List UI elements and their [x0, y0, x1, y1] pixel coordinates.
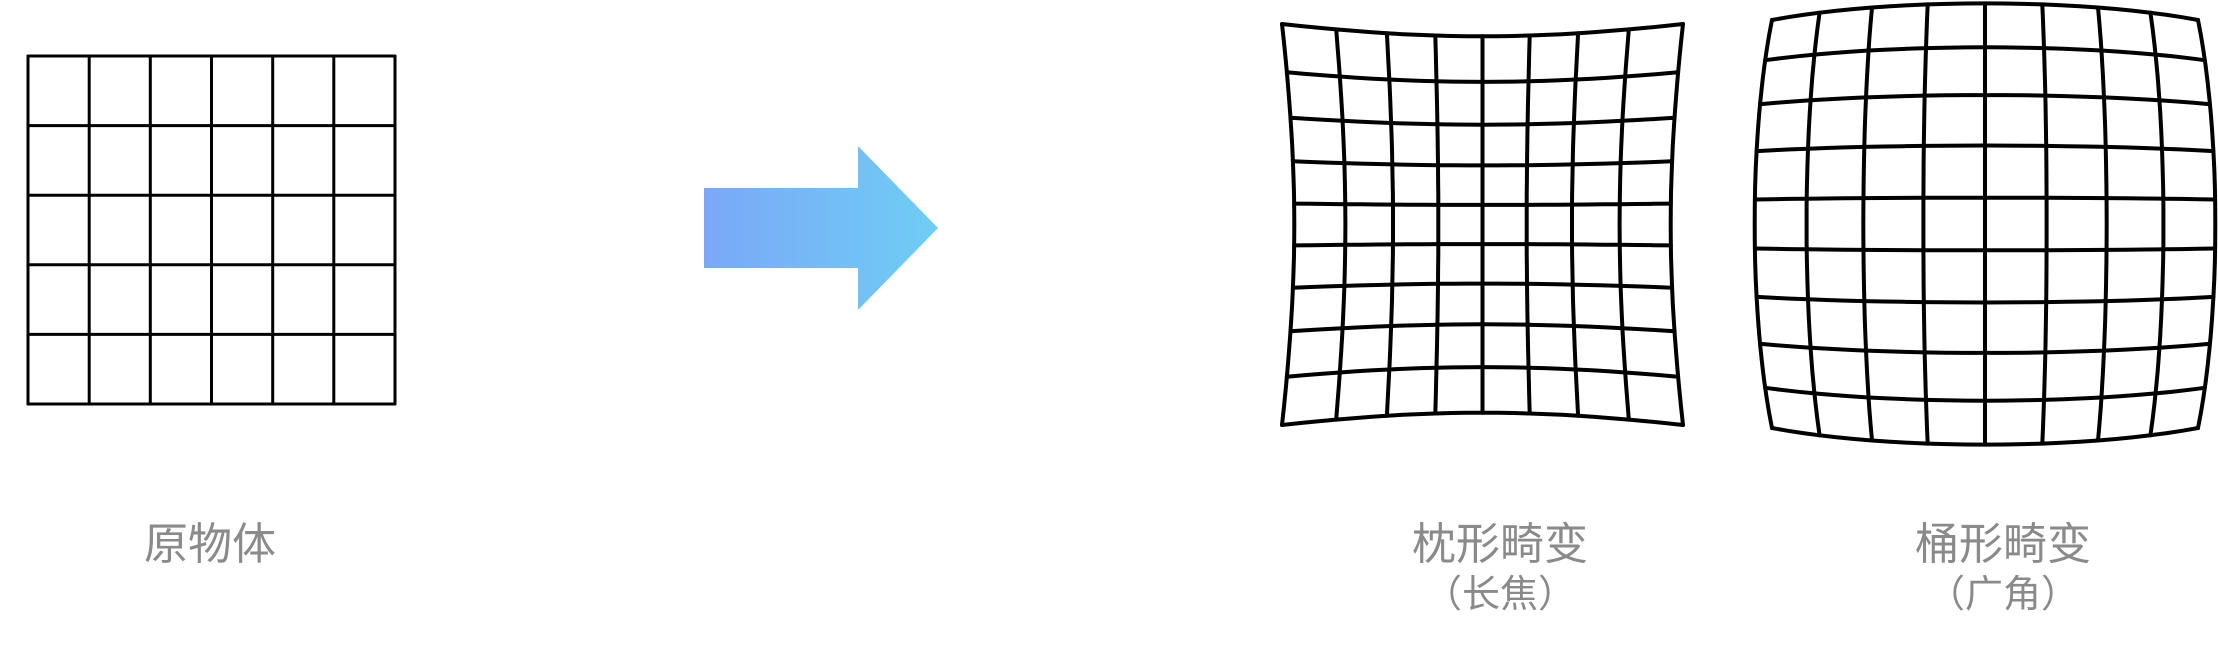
- grid-horizontal-line: [1763, 385, 2207, 403]
- grid-horizontal-line: [1290, 159, 1675, 168]
- pincushion-distortion-grid: [1280, 22, 1685, 427]
- grid-vertical-line: [1280, 22, 1297, 427]
- grid-horizontal-line: [1754, 143, 2216, 154]
- original-object-label: 原物体: [144, 519, 276, 570]
- grid-horizontal-line: [1292, 242, 1673, 248]
- grid-vertical-line: [2148, 10, 2166, 438]
- grid-horizontal-line: [1770, 1, 2200, 22]
- grid-horizontal-line: [1280, 22, 1685, 39]
- grid-horizontal-line: [1752, 195, 2218, 202]
- pincushion-distortion-caption: 枕形畸变 （长焦）: [1365, 519, 1635, 616]
- barrel-lens-note: （广角）: [1926, 571, 2079, 616]
- grid-horizontal-line: [1292, 201, 1673, 207]
- barrel-distortion-label: 桶形畸变: [1915, 519, 2091, 570]
- grid-horizontal-line: [1758, 341, 2212, 355]
- grid-horizontal-line: [1280, 410, 1685, 427]
- grid-vertical-line: [1668, 22, 1685, 427]
- pincushion-distortion-label: 枕形畸变: [1412, 519, 1588, 570]
- grid-horizontal-line: [1763, 45, 2207, 63]
- grid-vertical-line: [1861, 5, 1874, 443]
- grid-vertical-line: [1570, 31, 1581, 418]
- grid-vertical-line: [1334, 27, 1348, 422]
- grid-horizontal-line: [1288, 115, 1677, 127]
- barrel-distortion-caption: 桶形畸变 （广角）: [1868, 519, 2138, 616]
- grid-vertical-line: [1433, 33, 1441, 416]
- right-arrow-icon: [704, 146, 938, 310]
- pincushion-lens-note: （长焦）: [1423, 571, 1576, 616]
- grid-vertical-line: [1524, 33, 1532, 416]
- original-object-caption: 原物体: [80, 519, 340, 571]
- grid-horizontal-line: [1752, 246, 2218, 253]
- grid-vertical-line: [1752, 18, 1774, 430]
- grid-horizontal-line: [1284, 365, 1681, 379]
- grid-vertical-line: [1921, 2, 1930, 446]
- grid-horizontal-line: [1284, 70, 1681, 84]
- grid-vertical-line: [2196, 18, 2218, 430]
- grid-vertical-line: [2040, 2, 2049, 446]
- grid-horizontal-line: [1290, 281, 1675, 290]
- grid-horizontal-line: [1754, 294, 2216, 305]
- grid-vertical-line: [1384, 31, 1395, 418]
- grid-vertical-line: [1804, 10, 1822, 438]
- grid-horizontal-line: [1758, 93, 2212, 107]
- barrel-distortion-grid: [1752, 1, 2218, 447]
- grid-horizontal-line: [1288, 322, 1677, 334]
- grid-vertical-line: [2096, 5, 2109, 443]
- original-object-grid: [26, 54, 397, 406]
- grid-vertical-line: [1617, 27, 1631, 422]
- grid-horizontal-line: [1770, 426, 2200, 447]
